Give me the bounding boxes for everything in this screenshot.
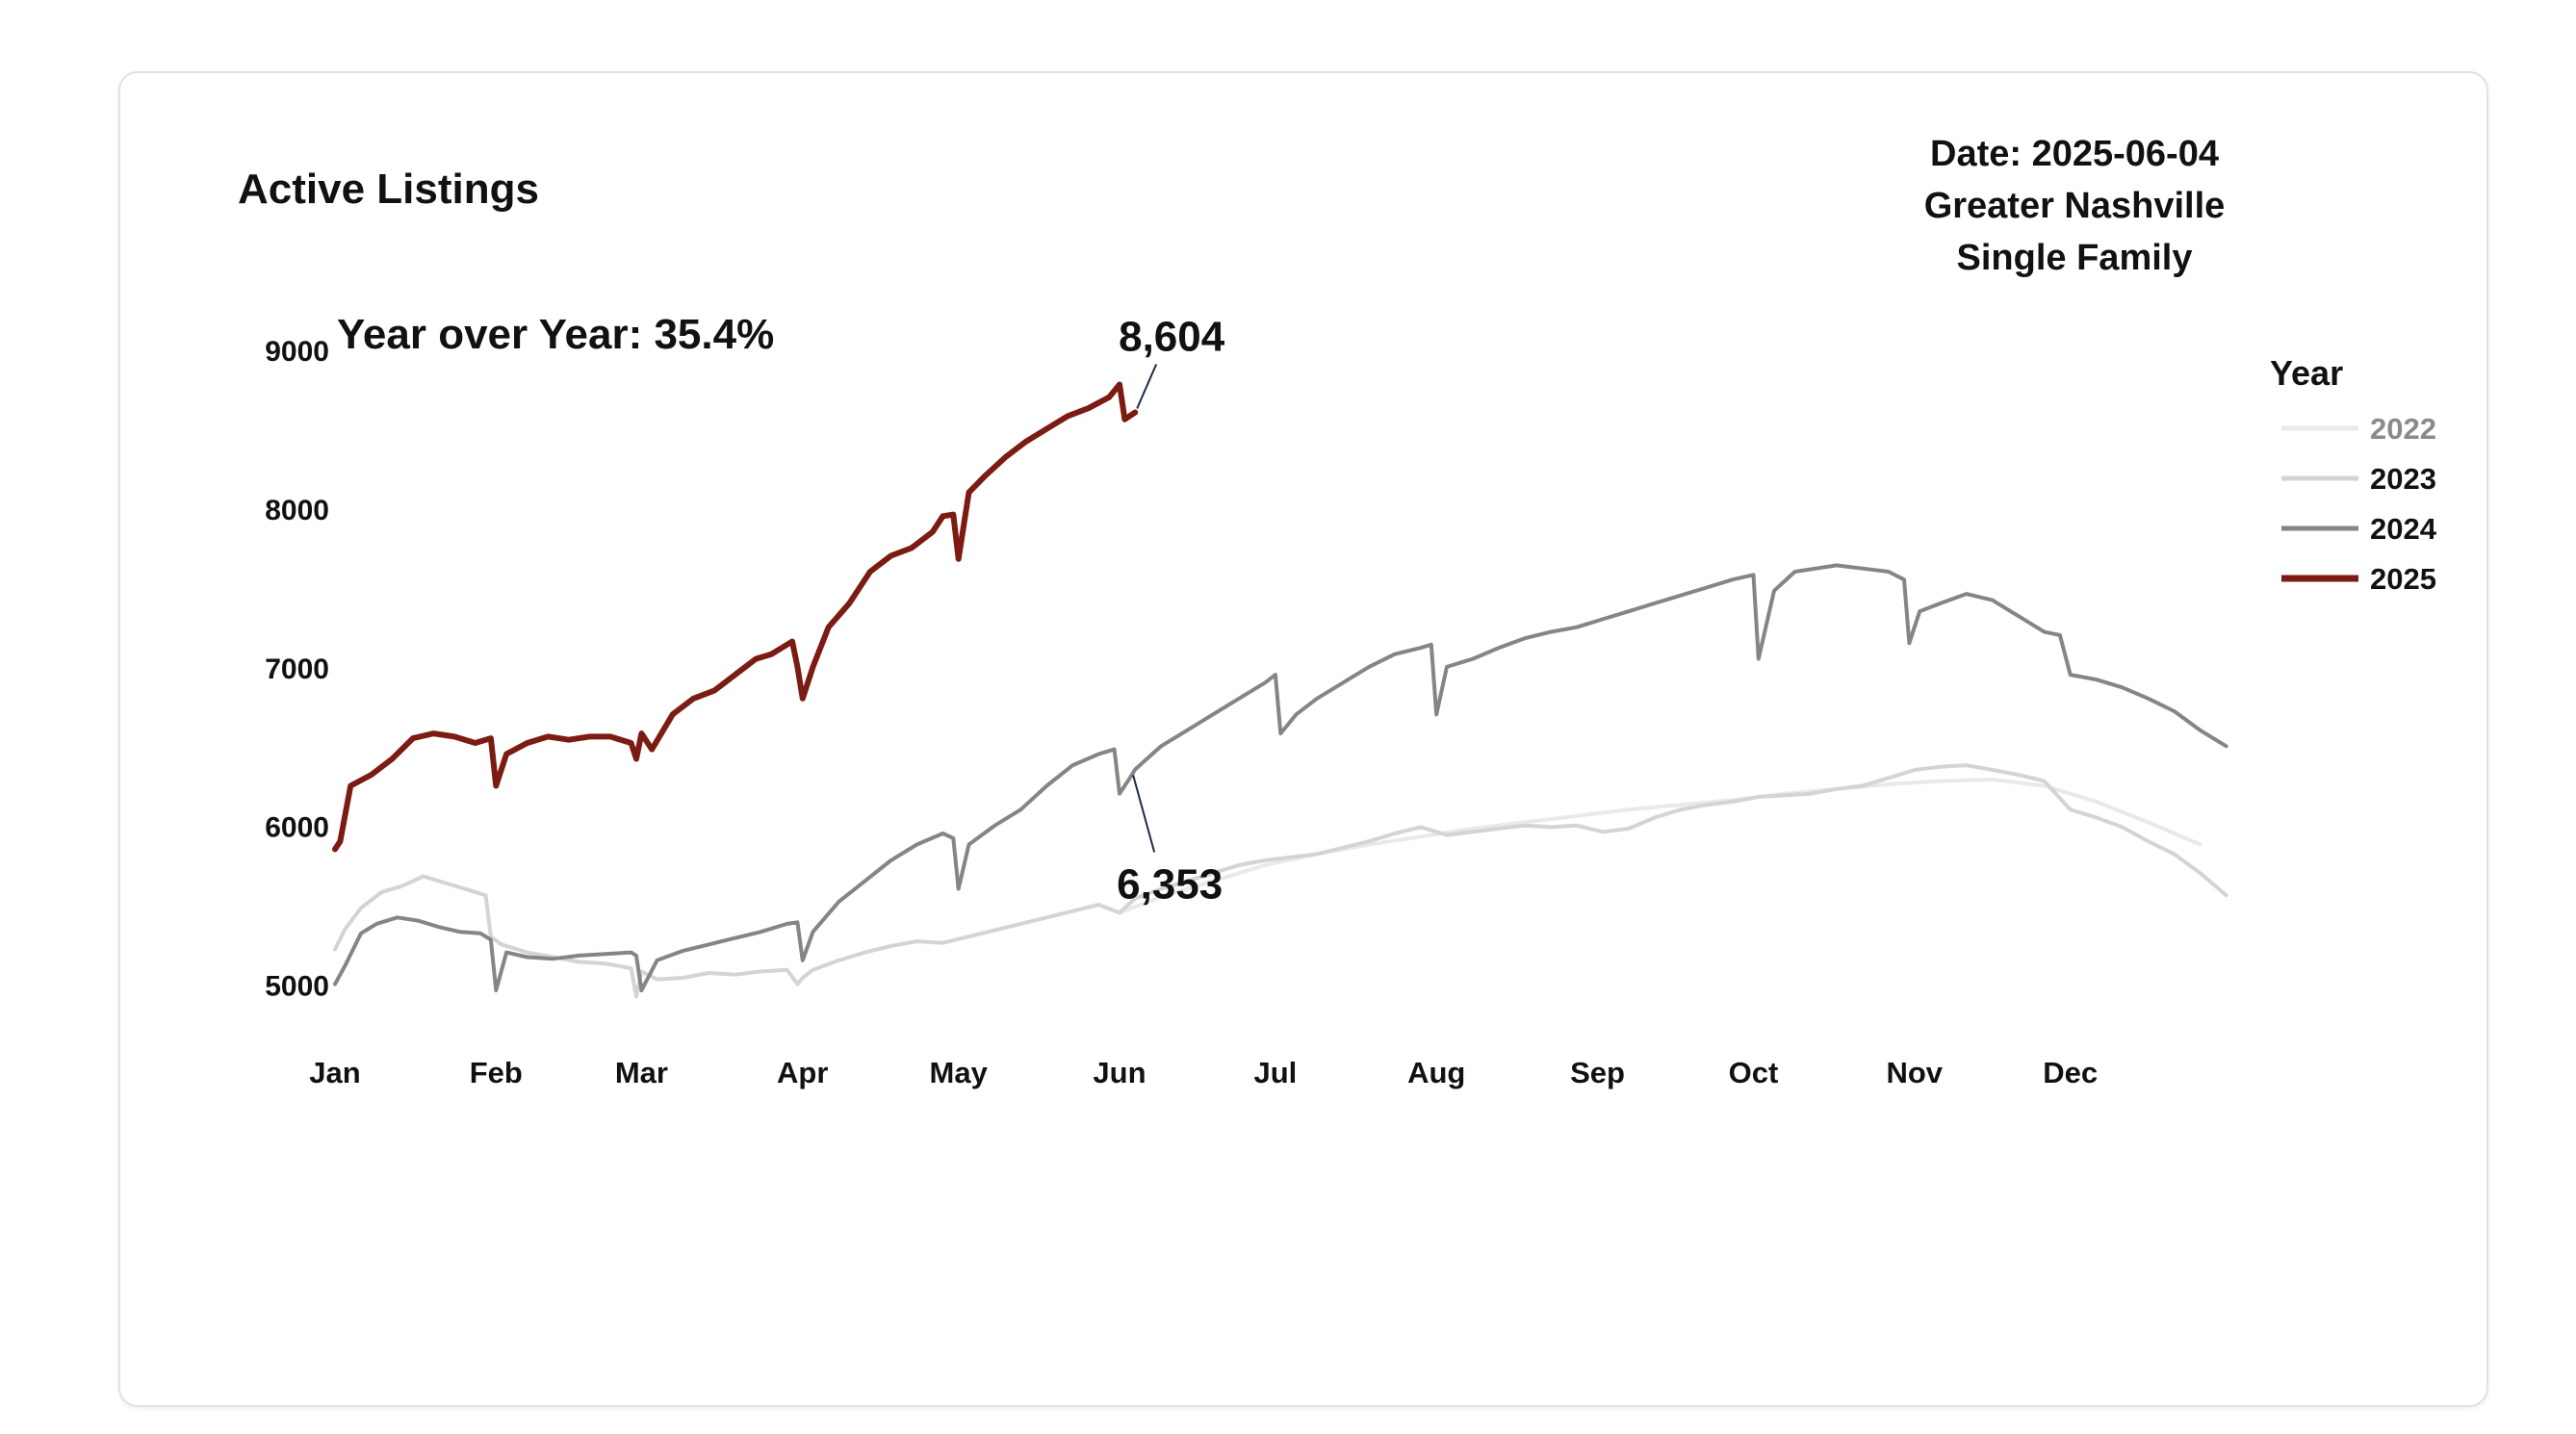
legend-label-2022: 2022 bbox=[2370, 412, 2436, 446]
annotation-2025-value: 8,604 bbox=[1119, 313, 1225, 360]
chart-header-date: Date: 2025-06-04 bbox=[1930, 134, 2219, 174]
x-tick-label: Sep bbox=[1570, 1056, 1625, 1089]
chart-header-type: Single Family bbox=[1957, 238, 2193, 278]
annotation-leader-2024 bbox=[1132, 775, 1156, 853]
x-tick-label: Nov bbox=[1886, 1056, 1943, 1089]
y-tick-label: 5000 bbox=[265, 971, 329, 1003]
series-line-2022 bbox=[1118, 777, 2202, 915]
series-line-2023 bbox=[333, 763, 2228, 999]
plot-area bbox=[332, 381, 2228, 999]
x-tick-label: Oct bbox=[1729, 1056, 1779, 1089]
annotations: 8,604 6,353 bbox=[1117, 313, 1225, 908]
x-axis: Jan Feb Mar Apr May Jun Jul Aug Sep Oct Nov Dec bbox=[309, 1056, 2098, 1089]
chart-card bbox=[118, 71, 2488, 1407]
legend-label-2023: 2023 bbox=[2370, 462, 2436, 496]
chart-title: Active Listings bbox=[238, 166, 539, 213]
x-tick-label: Jan bbox=[309, 1056, 360, 1089]
legend: 2022 2023 2024 2025 bbox=[2281, 412, 2437, 596]
y-tick-label: 8000 bbox=[265, 495, 329, 526]
x-tick-label: May bbox=[930, 1056, 989, 1089]
series-line-2025 bbox=[332, 381, 1139, 853]
series-line-2024 bbox=[333, 563, 2228, 993]
y-tick-label: 7000 bbox=[265, 653, 329, 685]
legend-label-2025: 2025 bbox=[2370, 562, 2436, 596]
x-tick-label: Dec bbox=[2043, 1056, 2098, 1089]
annotation-leader-2025 bbox=[1136, 364, 1158, 409]
x-tick-label: Aug bbox=[1407, 1056, 1465, 1089]
legend-title: Year bbox=[2270, 353, 2343, 393]
legend-label-2024: 2024 bbox=[2370, 512, 2437, 546]
chart-header-region: Greater Nashville bbox=[1924, 186, 2226, 226]
y-tick-label: 9000 bbox=[265, 336, 329, 368]
x-tick-label: Mar bbox=[615, 1056, 668, 1089]
x-tick-label: Jun bbox=[1093, 1056, 1146, 1089]
x-tick-label: Apr bbox=[777, 1056, 828, 1089]
x-tick-label: Feb bbox=[470, 1056, 523, 1089]
y-axis: 5000 6000 7000 8000 9000 bbox=[265, 336, 329, 1002]
y-tick-label: 6000 bbox=[265, 812, 329, 844]
annotation-2024-value: 6,353 bbox=[1117, 861, 1223, 909]
x-tick-label: Jul bbox=[1254, 1056, 1298, 1089]
chart-subtitle: Year over Year: 35.4% bbox=[337, 311, 774, 358]
